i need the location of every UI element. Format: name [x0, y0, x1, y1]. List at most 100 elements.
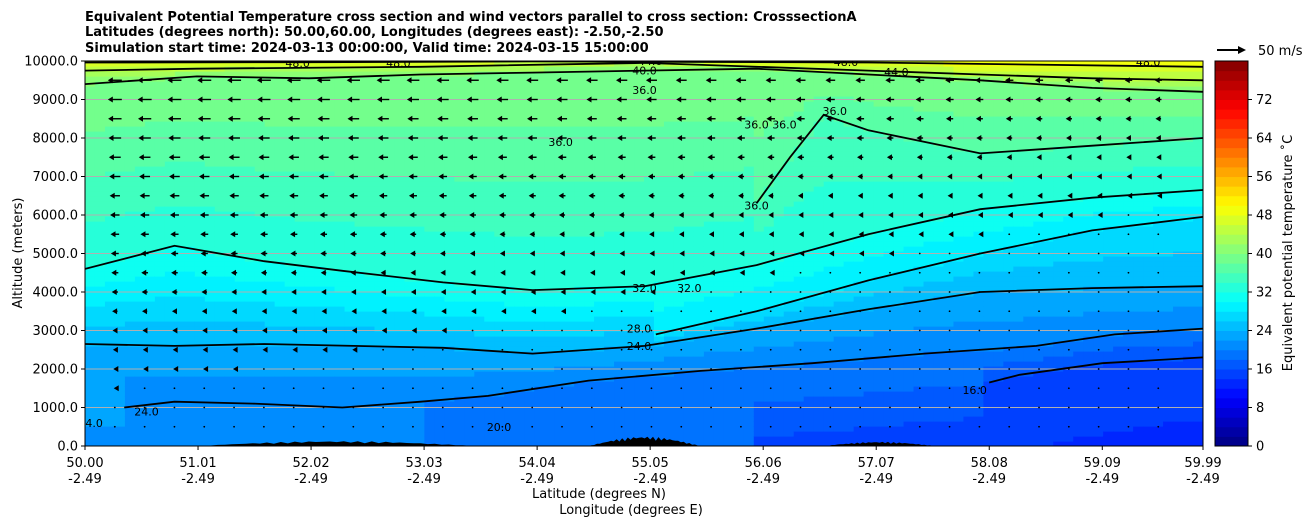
field-cell — [204, 276, 216, 282]
field-cell — [683, 411, 695, 417]
field-cell — [524, 286, 535, 292]
field-cell — [394, 256, 406, 262]
field-cell — [124, 281, 136, 287]
field-cell — [104, 306, 116, 312]
field-cell — [274, 116, 286, 122]
field-cell — [454, 326, 465, 332]
field-cell — [154, 191, 166, 197]
field-cell — [723, 246, 735, 252]
field-cell — [134, 211, 146, 217]
field-cell — [723, 411, 735, 417]
field-cell — [614, 86, 625, 92]
field-cell — [574, 166, 585, 172]
field-cell — [644, 271, 655, 277]
field-cell — [693, 396, 705, 402]
field-cell — [104, 226, 116, 232]
field-cell — [354, 426, 366, 432]
field-cell — [624, 281, 635, 287]
field-cell — [124, 391, 136, 397]
field-cell — [204, 291, 216, 297]
field-cell — [274, 266, 286, 272]
field-cell — [534, 291, 545, 297]
field-cell — [194, 406, 206, 412]
field-cell — [244, 226, 256, 232]
field-cell — [713, 286, 725, 292]
field-cell — [544, 271, 555, 277]
field-cell — [304, 371, 316, 377]
field-cell — [584, 201, 595, 207]
field-cell — [85, 66, 96, 72]
field-cell — [524, 241, 535, 247]
field-cell — [404, 406, 416, 412]
field-cell — [544, 351, 555, 357]
field-cell — [384, 271, 396, 277]
field-cell — [584, 386, 595, 392]
field-cell — [184, 301, 196, 307]
field-cell — [504, 96, 515, 102]
field-cell — [214, 151, 226, 157]
field-cell — [364, 111, 376, 117]
field-cell — [474, 371, 485, 377]
field-cell — [524, 281, 535, 287]
field-cell — [264, 136, 276, 142]
field-cell — [644, 226, 655, 232]
field-cell — [644, 371, 655, 377]
field-cell — [384, 406, 396, 412]
field-cell — [274, 391, 286, 397]
field-cell — [324, 61, 336, 67]
field-cell — [94, 116, 106, 122]
field-cell — [604, 196, 615, 202]
field-cell — [284, 161, 296, 167]
field-cell — [564, 191, 575, 197]
field-cell — [604, 266, 615, 272]
field-cell — [364, 106, 376, 112]
field-cell — [114, 81, 126, 87]
field-cell — [244, 316, 256, 322]
field-cell — [164, 211, 176, 217]
field-cell — [194, 281, 206, 287]
field-cell — [234, 276, 246, 282]
field-cell — [94, 206, 106, 212]
field-cell — [614, 311, 625, 317]
field-cell — [723, 281, 735, 287]
field-cell — [444, 151, 455, 157]
field-cell — [144, 431, 156, 437]
field-cell — [174, 291, 186, 297]
field-cell — [713, 131, 725, 137]
field-cell — [204, 151, 216, 157]
field-cell — [614, 131, 625, 137]
field-cell — [514, 291, 525, 297]
field-cell — [234, 161, 246, 167]
field-cell — [534, 326, 545, 332]
field-cell — [214, 231, 226, 237]
field-cell — [584, 221, 595, 227]
field-cell — [554, 386, 565, 392]
field-cell — [214, 86, 226, 92]
field-cell — [294, 91, 306, 97]
field-cell — [683, 166, 695, 172]
field-cell — [604, 326, 615, 332]
field-cell — [693, 256, 705, 262]
field-cell — [124, 286, 136, 292]
field-cell — [304, 311, 316, 317]
field-cell — [574, 146, 585, 152]
field-cell — [564, 441, 575, 446]
field-cell — [624, 211, 635, 217]
field-cell — [574, 121, 585, 127]
field-cell — [384, 241, 396, 247]
field-cell — [244, 76, 256, 82]
field-cell — [524, 156, 535, 162]
field-cell — [424, 386, 435, 392]
field-cell — [394, 86, 406, 92]
field-cell — [314, 121, 326, 127]
field-cell — [234, 246, 246, 252]
field-cell — [703, 121, 715, 127]
field-cell — [454, 101, 465, 107]
field-cell — [164, 121, 176, 127]
field-cell — [634, 336, 645, 342]
field-cell — [314, 191, 326, 197]
field-cell — [394, 261, 406, 267]
field-cell — [344, 321, 356, 327]
field-cell — [114, 396, 126, 402]
field-cell — [524, 141, 535, 147]
